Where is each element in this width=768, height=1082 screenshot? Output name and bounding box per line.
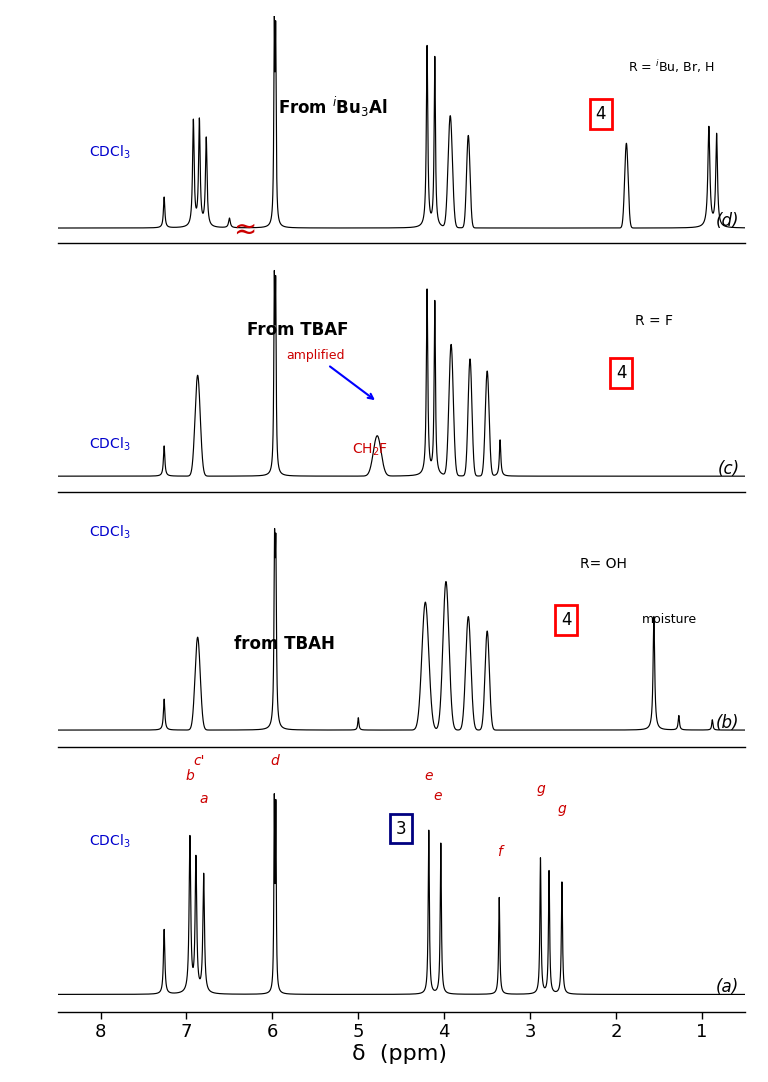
Text: d: d (270, 753, 279, 767)
Text: f: f (497, 845, 502, 859)
Text: a: a (200, 792, 208, 806)
Text: R = $^{i}$Bu, Br, H: R = $^{i}$Bu, Br, H (628, 57, 714, 75)
Text: R = F: R = F (635, 314, 673, 328)
Text: 4: 4 (595, 105, 606, 123)
Text: (b): (b) (716, 714, 740, 731)
Text: CH$_2$F: CH$_2$F (353, 441, 389, 458)
Text: R= OH: R= OH (580, 557, 627, 571)
Text: CDCl$_3$: CDCl$_3$ (88, 833, 130, 850)
Text: e: e (433, 789, 442, 803)
Text: g: g (536, 781, 545, 795)
Text: From $^{i}$Bu$_3$Al: From $^{i}$Bu$_3$Al (278, 95, 387, 119)
Text: 4: 4 (561, 611, 571, 629)
Text: from TBAH: from TBAH (234, 635, 335, 654)
Text: e: e (425, 769, 433, 783)
Text: CDCl$_3$: CDCl$_3$ (88, 436, 130, 453)
Text: b: b (186, 769, 194, 783)
Text: δ  (ppm): δ (ppm) (352, 1044, 447, 1065)
Text: 4: 4 (616, 365, 627, 382)
Text: (a): (a) (717, 978, 740, 997)
Text: (d): (d) (716, 212, 740, 229)
Text: g: g (558, 802, 566, 816)
Text: CDCl$_3$: CDCl$_3$ (88, 524, 130, 541)
Text: $\approx$: $\approx$ (228, 214, 257, 242)
Text: c': c' (194, 753, 205, 767)
Text: (c): (c) (717, 460, 740, 478)
Text: moisture: moisture (642, 613, 697, 626)
Text: amplified: amplified (286, 349, 373, 399)
Text: From TBAF: From TBAF (247, 321, 349, 340)
Text: 3: 3 (396, 819, 406, 837)
Text: CDCl$_3$: CDCl$_3$ (88, 144, 130, 161)
